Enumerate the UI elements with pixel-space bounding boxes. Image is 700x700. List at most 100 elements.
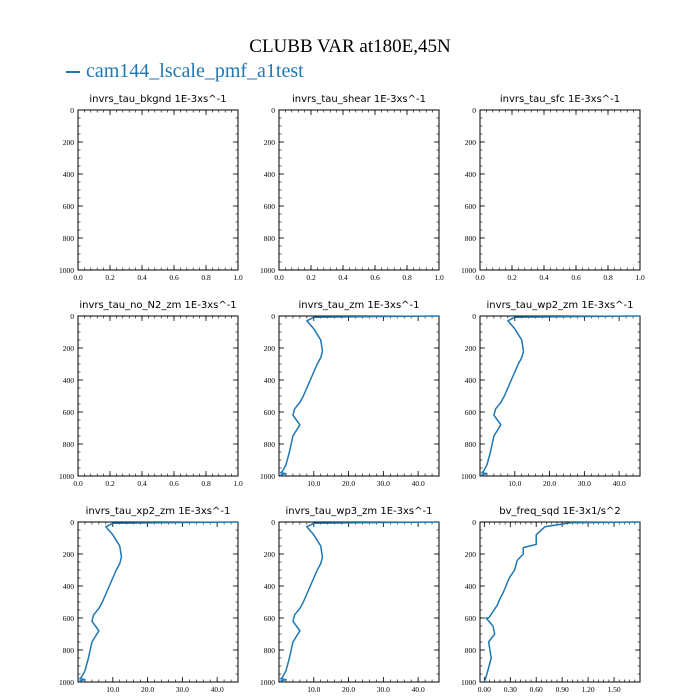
y-tick-label: 1000: [260, 678, 275, 687]
x-tick-label: 0.4: [137, 479, 147, 488]
series-line: [279, 521, 440, 683]
x-tick-label: 0.60: [530, 685, 543, 694]
y-tick-label: 600: [264, 408, 276, 417]
y-tick-label: 400: [264, 582, 276, 591]
x-tick-label: 10.0: [307, 685, 320, 694]
x-tick-label: 0.2: [507, 273, 517, 282]
x-tick-label: 20.0: [342, 479, 355, 488]
panel-2: invrs_tau_shear 1E-3xs^-1 0 200 400 600 800 10…: [260, 94, 444, 282]
y-tick-label: 0: [472, 106, 476, 115]
y-tick-label: 400: [264, 376, 276, 385]
y-tick-label: 400: [63, 376, 75, 385]
panel-5: invrs_tau_zm 1E-3xs^-1 0 200 400 600 800 1000 1…: [260, 300, 440, 488]
y-tick-label: 400: [63, 582, 75, 591]
x-tick-label: 0.6: [169, 479, 179, 488]
x-tick-label: 20.0: [141, 685, 154, 694]
plot-frame: [479, 109, 641, 271]
x-tick-label: 0.0: [73, 479, 83, 488]
panel-title: invrs_tau_xp2_zm 1E-3xs^-1: [86, 506, 231, 517]
x-tick-label: 0.4: [338, 273, 348, 282]
y-tick-label: 200: [465, 138, 477, 147]
panel-title: invrs_tau_no_N2_zm 1E-3xs^-1: [79, 300, 236, 311]
x-tick-label: 0.2: [105, 479, 115, 488]
y-tick-label: 600: [465, 202, 477, 211]
y-tick-label: 1000: [59, 678, 74, 687]
x-tick-label: 30.0: [377, 479, 390, 488]
x-tick-label: 1.20: [582, 685, 595, 694]
y-tick-label: 600: [264, 614, 276, 623]
panel-title: bv_freq_sqd 1E-3x1/s^2: [499, 506, 621, 517]
panel-title: invrs_tau_bkgnd 1E-3xs^-1: [89, 94, 226, 105]
y-tick-label: 0: [271, 312, 275, 321]
panel-title: invrs_tau_wp2_zm 1E-3xs^-1: [487, 300, 634, 311]
y-tick-label: 400: [465, 582, 477, 591]
panel-title: invrs_tau_sfc 1E-3xs^-1: [500, 94, 620, 105]
y-tick-label: 200: [264, 550, 276, 559]
x-tick-label: 0.6: [370, 273, 380, 282]
panel-4: invrs_tau_no_N2_zm 1E-3xs^-1 0 200 400 600 80…: [59, 300, 243, 488]
x-tick-label: 10.0: [106, 685, 119, 694]
y-tick-label: 800: [465, 646, 477, 655]
panel-title: invrs_tau_shear 1E-3xs^-1: [292, 94, 426, 105]
x-tick-label: 0.0: [274, 273, 284, 282]
series-line: [78, 521, 239, 683]
x-tick-label: 1.0: [434, 273, 444, 282]
x-tick-label: 40.0: [412, 479, 425, 488]
x-tick-label: 40.0: [412, 685, 425, 694]
y-tick-label: 200: [465, 550, 477, 559]
y-tick-label: 400: [63, 170, 75, 179]
x-tick-label: 0.2: [306, 273, 316, 282]
y-tick-label: 0: [472, 518, 476, 527]
y-tick-label: 0: [271, 518, 275, 527]
y-tick-label: 1000: [59, 472, 74, 481]
series-line: [279, 315, 440, 477]
x-tick-label: 40.0: [613, 479, 626, 488]
y-tick-label: 1000: [260, 266, 275, 275]
y-tick-label: 0: [472, 312, 476, 321]
panel-1: invrs_tau_bkgnd 1E-3xs^-1 0 200 400 600 800 10…: [59, 94, 243, 282]
x-tick-label: 0.2: [105, 273, 115, 282]
panel-title: invrs_tau_zm 1E-3xs^-1: [298, 300, 419, 311]
panel-title: invrs_tau_wp3_zm 1E-3xs^-1: [286, 506, 433, 517]
figure-title: CLUBB VAR at180E,45N: [249, 36, 451, 57]
panel-7: invrs_tau_xp2_zm 1E-3xs^-1 0 200 400 600 800 1…: [59, 506, 239, 694]
y-tick-label: 600: [63, 408, 75, 417]
legend: cam144_lscale_pmf_a1test: [66, 60, 304, 83]
x-tick-label: 0.8: [603, 273, 613, 282]
y-tick-label: 0: [70, 518, 74, 527]
y-tick-label: 600: [465, 408, 477, 417]
y-tick-label: 200: [63, 138, 75, 147]
y-tick-label: 800: [264, 234, 276, 243]
panel-3: invrs_tau_sfc 1E-3xs^-1 0 200 400 600 800 1000…: [461, 94, 645, 282]
y-tick-label: 800: [63, 234, 75, 243]
x-tick-label: 0.8: [201, 273, 211, 282]
y-tick-label: 800: [465, 234, 477, 243]
x-tick-label: 10.0: [307, 479, 320, 488]
y-tick-label: 800: [63, 440, 75, 449]
x-tick-label: 20.0: [342, 685, 355, 694]
y-tick-label: 400: [465, 170, 477, 179]
x-tick-label: 40.0: [211, 685, 224, 694]
plot-frame: [479, 521, 641, 683]
y-tick-label: 800: [264, 646, 276, 655]
y-tick-label: 0: [70, 312, 74, 321]
x-tick-label: 1.0: [233, 273, 243, 282]
y-tick-label: 600: [264, 202, 276, 211]
x-tick-label: 0.6: [571, 273, 581, 282]
y-tick-label: 600: [63, 614, 75, 623]
x-tick-label: 0.00: [478, 685, 491, 694]
x-tick-label: 0.8: [201, 479, 211, 488]
y-tick-label: 400: [465, 376, 477, 385]
series-line: [483, 521, 641, 683]
y-tick-label: 200: [465, 344, 477, 353]
x-tick-label: 0.90: [556, 685, 569, 694]
x-tick-label: 0.0: [475, 273, 485, 282]
x-tick-label: 30.0: [578, 479, 591, 488]
x-tick-label: 1.0: [233, 479, 243, 488]
plot-frame: [77, 109, 239, 271]
y-tick-label: 1000: [461, 472, 476, 481]
y-tick-label: 800: [465, 440, 477, 449]
series-line: [480, 315, 641, 477]
y-tick-label: 200: [63, 344, 75, 353]
